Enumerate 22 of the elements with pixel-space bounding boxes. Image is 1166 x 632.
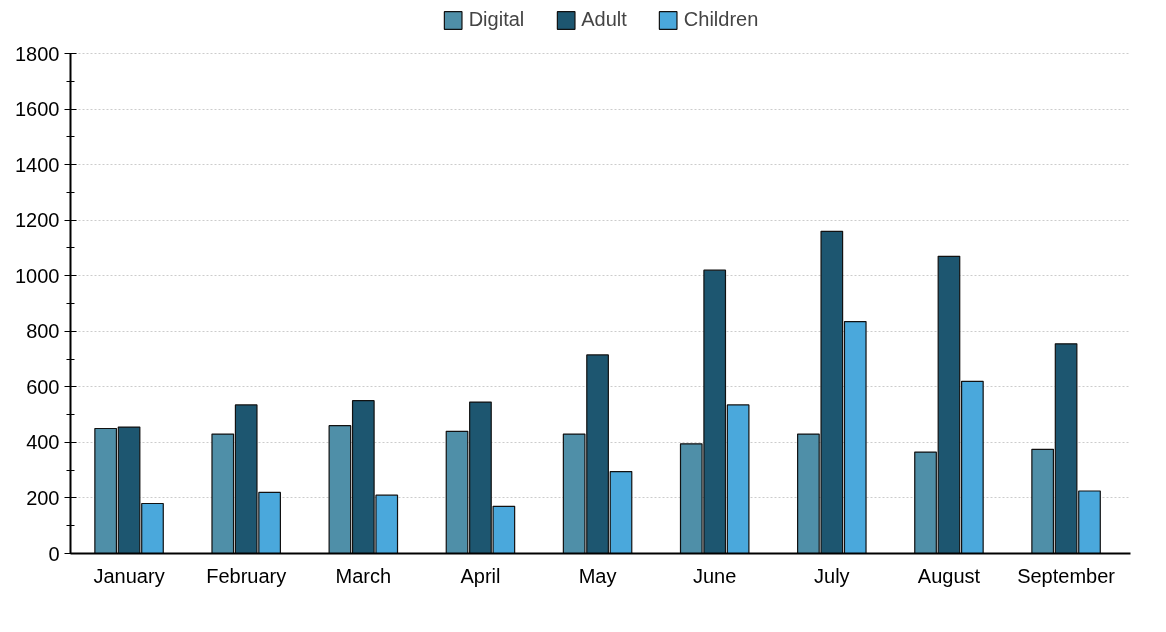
y-tick-label: 1400 <box>15 153 60 176</box>
y-tick-label: 200 <box>26 486 60 509</box>
y-tick-label: 400 <box>26 431 60 454</box>
y-tick-label: 1600 <box>15 98 60 121</box>
x-tick-label: February <box>206 564 287 587</box>
y-tick-label: 1200 <box>15 209 60 232</box>
y-tick-label: 1000 <box>15 264 60 287</box>
legend-label: Adult <box>581 8 627 31</box>
x-tick-label: September <box>1017 564 1116 587</box>
x-tick-label: March <box>335 564 392 587</box>
x-tick-label: May <box>578 564 617 587</box>
x-tick-label: April <box>460 564 501 587</box>
x-tick-label: June <box>693 564 737 587</box>
legend-label: Children <box>683 8 759 31</box>
legend-label: Digital <box>468 8 525 31</box>
y-tick-label: 800 <box>26 320 60 343</box>
x-tick-label: July <box>814 564 850 587</box>
x-tick-label: January <box>93 564 165 587</box>
y-tick-label: 1800 <box>15 42 60 65</box>
x-tick-label: August <box>917 564 981 587</box>
y-tick-label: 600 <box>26 375 60 398</box>
y-tick-label: 0 <box>48 542 60 565</box>
